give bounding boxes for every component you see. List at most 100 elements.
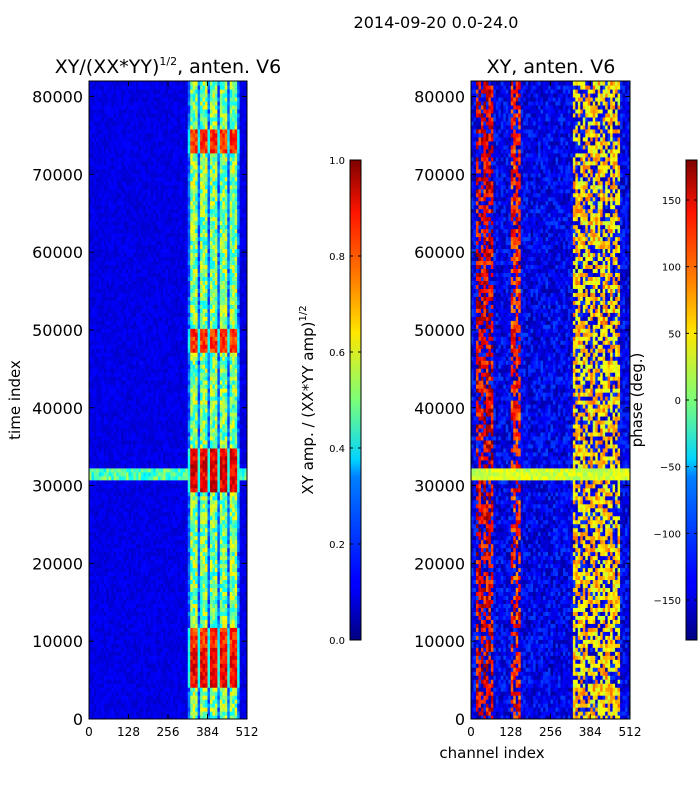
heatmap-cell [172,543,177,549]
heatmap-cell [200,711,204,716]
heatmap-cell [126,435,130,441]
heatmap-cell [153,651,157,656]
heatmap-cell [232,679,236,684]
heatmap-cell [168,707,172,712]
heatmap-cell [172,667,177,672]
heatmap-cell [150,631,154,636]
heatmap-cell [153,475,157,481]
heatmap-cell [101,591,105,596]
heatmap-cell [209,495,214,501]
heatmap-cell [209,591,214,596]
heatmap-cell [103,539,107,545]
heatmap-cell [219,559,223,565]
heatmap-cell [148,407,152,413]
heatmap-cell [195,587,199,592]
heatmap-cell [103,507,107,513]
heatmap-cell [96,695,100,700]
heatmap-cell [170,451,174,457]
heatmap-cell [135,479,139,485]
heatmap-cell [219,575,223,581]
heatmap-cell [118,643,122,648]
heatmap-cell [205,487,209,493]
heatmap-cell [130,615,135,620]
heatmap-cell [143,451,147,457]
heatmap-cell [96,467,100,473]
heatmap-cell [98,679,102,684]
heatmap-cell [101,671,105,676]
heatmap-cell [113,675,117,680]
heatmap-cell [224,451,228,457]
heatmap-cell [126,555,130,561]
heatmap-cell [103,531,107,537]
heatmap-cell [98,443,102,449]
heatmap-cell [158,675,162,680]
heatmap-cell [195,599,199,604]
heatmap-cell [148,659,152,664]
heatmap-cell [244,583,247,589]
heatmap-cell [126,439,130,445]
heatmap-cell [172,427,177,433]
heatmap-cell [89,511,93,517]
heatmap-cell [239,695,243,700]
heatmap-cell [219,603,223,608]
heatmap-cell [148,647,152,652]
heatmap-cell [182,527,186,533]
heatmap-cell [153,451,157,457]
heatmap-cell [187,539,191,545]
heatmap-cell [227,631,231,636]
heatmap-cell [209,479,214,485]
heatmap-cell [170,563,174,569]
heatmap-cell [150,427,154,433]
heatmap-cell [187,563,191,569]
heatmap-cell [168,595,172,600]
heatmap-cell [130,471,135,477]
heatmap-cell [138,479,142,485]
heatmap-cell [158,475,162,481]
heatmap-cell [165,483,169,489]
heatmap-cell [222,703,226,708]
heatmap-cell [143,575,147,581]
heatmap-cell [227,507,231,513]
heatmap-cell [175,487,179,493]
heatmap-cell [177,459,181,465]
heatmap-cell [187,431,191,437]
heatmap-cell [217,507,221,513]
heatmap-cell [185,707,189,712]
heatmap-cell [96,671,100,676]
heatmap-cell [232,695,236,700]
heatmap-cell [96,479,100,485]
heatmap-cell [140,523,144,529]
heatmap-cell [227,611,231,616]
heatmap-cell [212,547,216,553]
heatmap-cell [133,447,137,453]
heatmap-cell [177,655,181,660]
heatmap-cell [145,703,149,708]
heatmap-cell [143,423,147,429]
heatmap-cell [96,715,100,719]
heatmap-cell [116,615,120,620]
heatmap-cell [224,659,228,664]
heatmap-cell [103,571,107,577]
heatmap-cell [93,467,98,473]
heatmap-cell [113,427,117,433]
heatmap-cell [212,503,216,509]
heatmap-cell [91,555,95,561]
heatmap-cell [93,699,98,704]
heatmap-cell [128,691,132,696]
heatmap-cell [168,623,172,628]
heatmap-cell [160,591,164,596]
heatmap-cell [168,643,172,648]
heatmap-cell [138,431,142,437]
heatmap-cell [192,431,196,437]
heatmap-cell [242,659,246,664]
heatmap-cell [209,439,214,445]
heatmap-cell [106,639,110,644]
heatmap-cell [168,463,172,469]
heatmap-cell [229,479,233,485]
heatmap-cell [214,655,218,660]
heatmap-cell [103,487,107,493]
heatmap-cell [89,651,93,656]
heatmap-cell [121,671,125,676]
heatmap-cell [153,511,157,517]
heatmap-cell [106,491,110,497]
